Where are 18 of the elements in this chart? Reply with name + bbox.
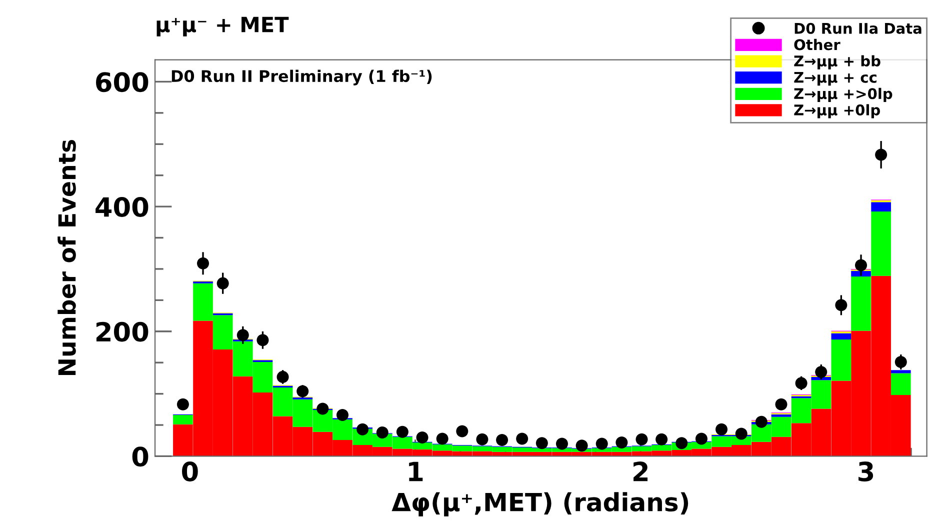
x-axis-title: Δφ(μ⁺,MET) (radians) (392, 492, 688, 516)
legend-label: Z→μμ + cc (794, 72, 876, 86)
x-tick-label: 3 (858, 462, 874, 482)
legend-label: Z→μμ +0lp (794, 104, 880, 118)
legend-label: D0 Run IIa Data (794, 22, 922, 34)
y-axis-title: Number of Events (58, 140, 76, 376)
legend-label: Z→μμ +>0lp (794, 88, 892, 102)
y-tick-label: 600 (96, 72, 148, 92)
y-tick-label: 0 (132, 446, 148, 467)
legend-label: Other (794, 38, 840, 50)
y-tick-label: 200 (96, 322, 148, 342)
legend-label: Z→μμ + bb (794, 55, 880, 70)
x-tick-label: 0 (182, 462, 198, 482)
chart-title: μ⁺μ⁻ + MET (156, 16, 289, 36)
x-tick-label: 2 (634, 462, 648, 482)
y-tick-label: 400 (96, 196, 148, 217)
annotation: D0 Run II Preliminary (1 fb⁻¹) (172, 70, 432, 86)
x-tick-label: 1 (409, 462, 423, 482)
